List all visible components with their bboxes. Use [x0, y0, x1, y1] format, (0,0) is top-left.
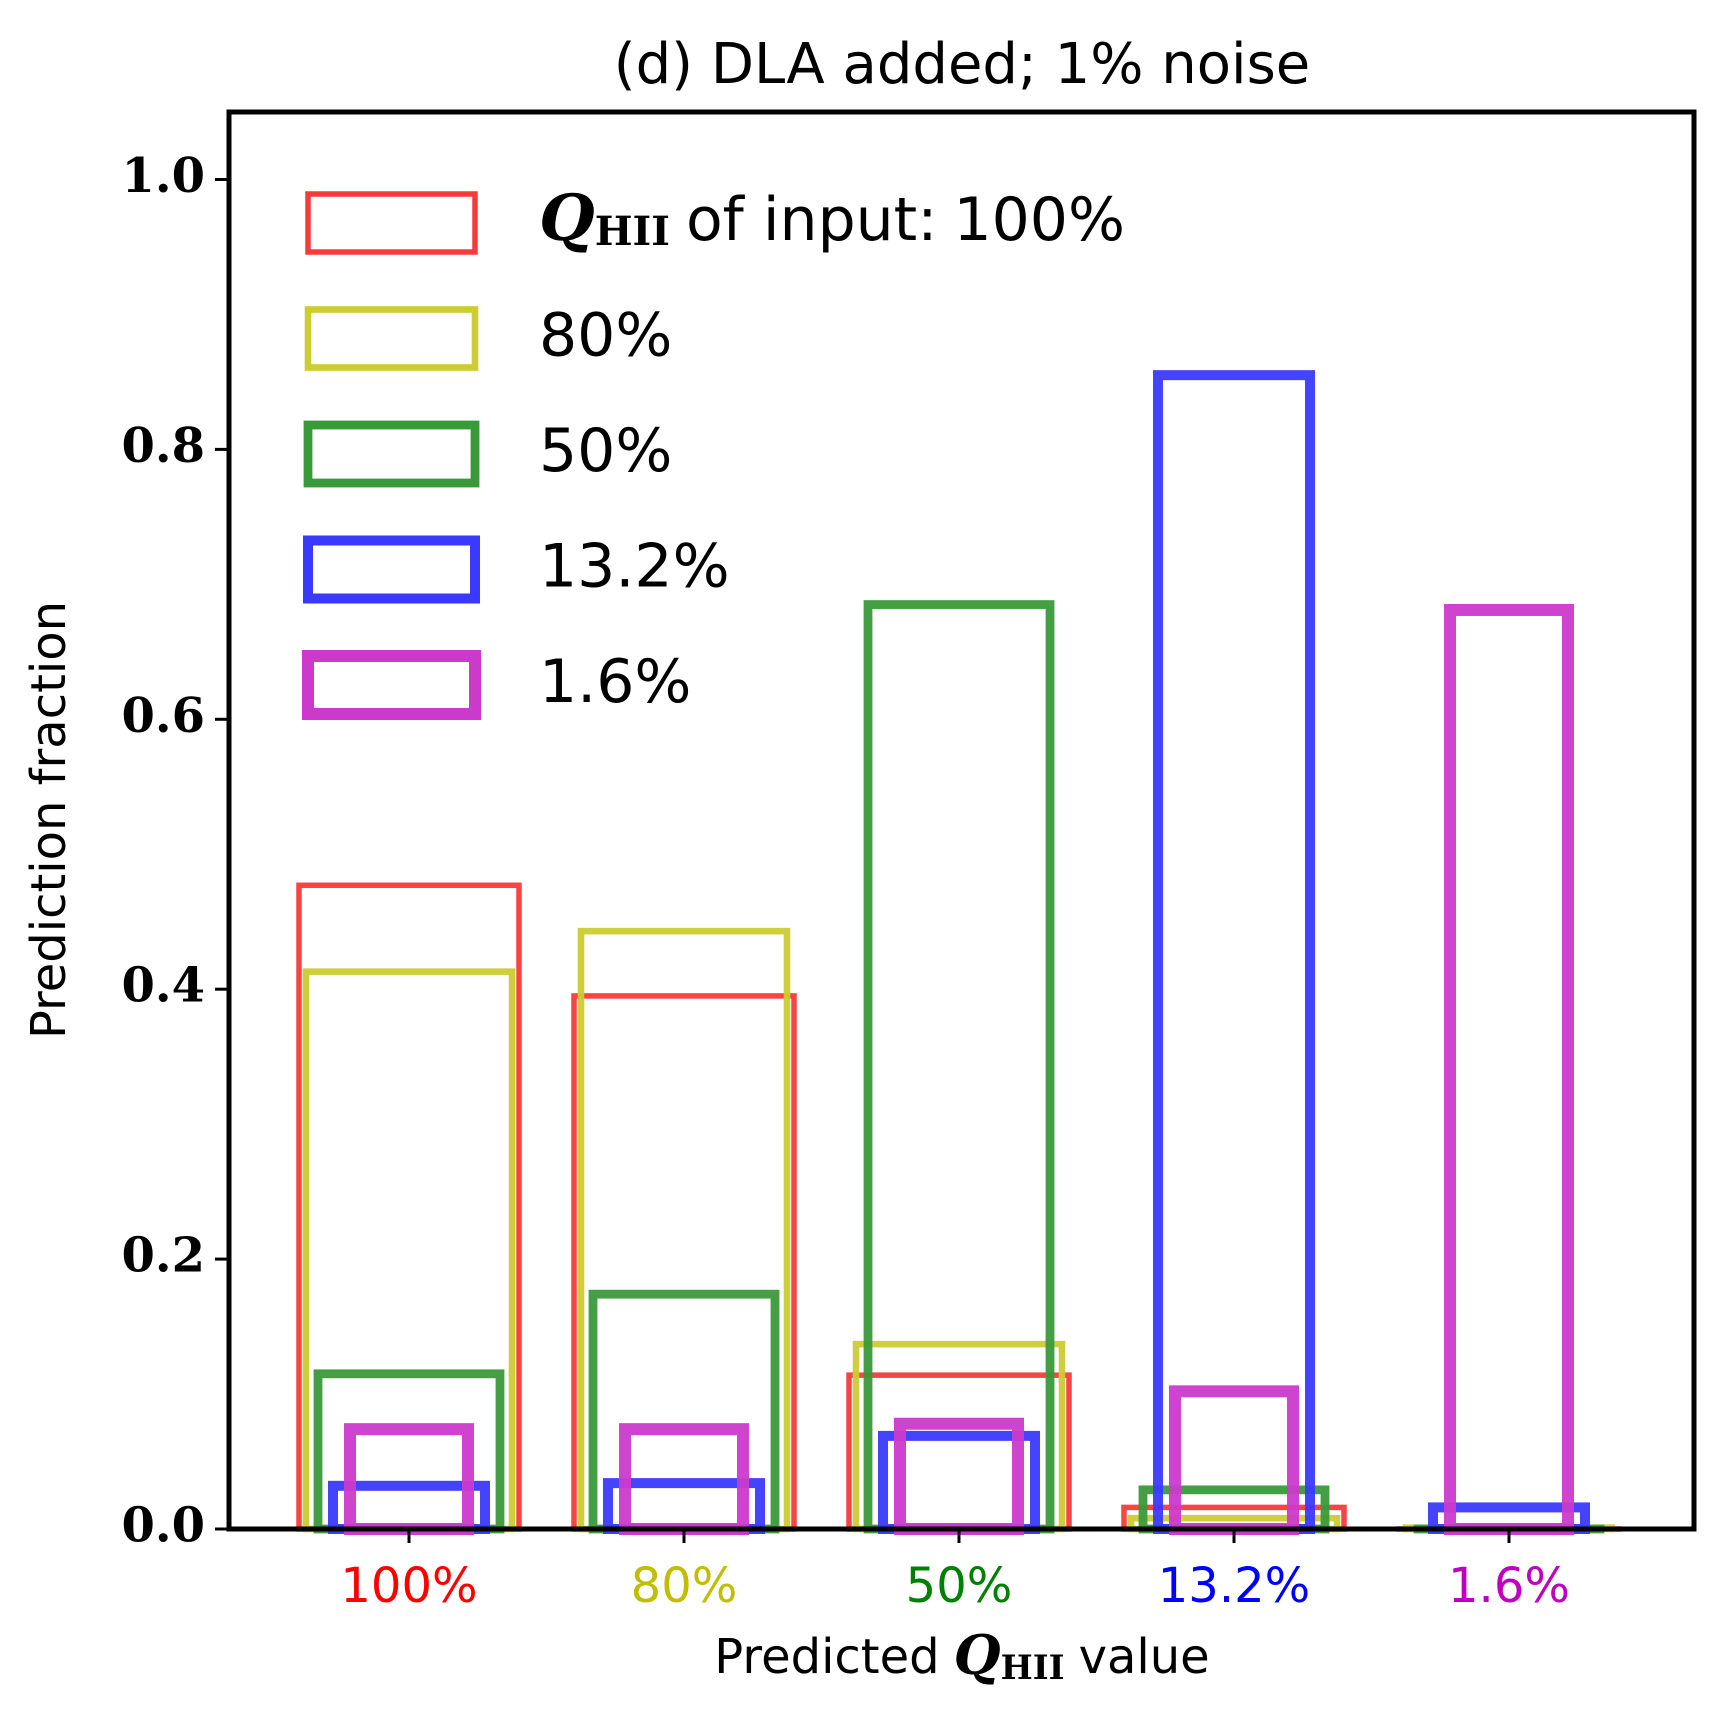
y-tick-label: 0.6 [121, 688, 205, 744]
bar [1444, 603, 1574, 1535]
legend-swatch [303, 535, 480, 604]
x-tick-label: 13.2% [1158, 1558, 1310, 1614]
legend-swatch [302, 650, 481, 720]
x-label-text: value [1079, 1629, 1210, 1685]
x-label-subscript: HII [1001, 1648, 1065, 1688]
legend-label: 13.2% [539, 531, 730, 601]
bar [577, 927, 791, 1533]
bar [302, 968, 516, 1533]
legend-name: 1.6% [539, 647, 691, 717]
legend-label: QHII of input: 100% [539, 181, 1125, 256]
bar [344, 1423, 474, 1536]
legend-label: 1.6% [539, 647, 691, 717]
x-tick-label: 1.6% [1448, 1558, 1570, 1614]
legend-swatch [303, 420, 480, 488]
y-tick-label: 0.2 [121, 1228, 205, 1284]
x-tick-label: 80% [631, 1558, 738, 1614]
x-axis-label: Predicted QHII value [714, 1623, 1209, 1688]
x-label-symbol: Q [954, 1623, 1001, 1687]
legend-name: 50% [539, 416, 672, 486]
y-axis-label: Prediction fraction [21, 601, 77, 1039]
y-tick-label: 1.0 [121, 148, 205, 204]
legend-label: 80% [539, 300, 672, 370]
x-label-text: Predicted [714, 1629, 939, 1685]
y-tick-label: 0.4 [121, 958, 205, 1014]
legend-swatch [305, 191, 478, 255]
legend-subscript: HII [595, 208, 670, 255]
bar [571, 993, 797, 1532]
legend-label: 50% [539, 416, 672, 486]
chart-title: (d) DLA added; 1% noise [614, 32, 1310, 97]
bar [863, 600, 1055, 1534]
plot-frame [226, 109, 1697, 1532]
bar [1153, 370, 1315, 1535]
legend-name: 80% [539, 300, 672, 370]
legend-swatch [304, 306, 479, 371]
legend-name: 13.2% [539, 531, 730, 601]
y-tick-label: 0.0 [121, 1498, 205, 1554]
legend-symbol: Q [539, 181, 595, 256]
y-tick-label: 0.8 [121, 418, 205, 474]
x-tick-label: 50% [906, 1558, 1013, 1614]
x-tick-label: 100% [340, 1558, 477, 1614]
legend-text: of input: [686, 185, 937, 255]
legend-name: 100% [953, 185, 1125, 255]
